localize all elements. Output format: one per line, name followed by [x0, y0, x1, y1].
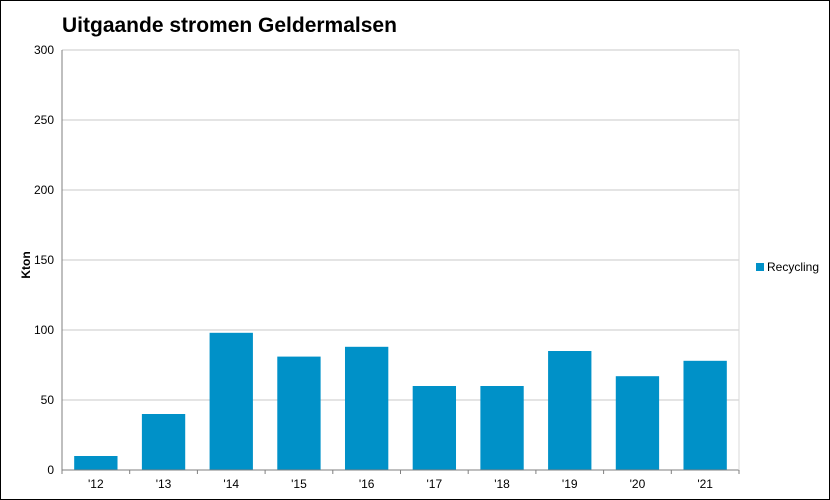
- x-tick-labels: '12 '13 '14 '15 '16 '17 '18 '19 '20 '21: [88, 477, 713, 491]
- bar: [548, 351, 592, 470]
- bar: [344, 346, 389, 470]
- y-tick-label: 250: [34, 113, 54, 127]
- y-tick-label: 300: [34, 43, 54, 57]
- x-tick-label: '21: [697, 477, 713, 491]
- legend: Recycling: [756, 260, 819, 274]
- legend-label-recycling: Recycling: [767, 260, 819, 274]
- y-axis-label: Kton: [19, 251, 33, 278]
- x-tick-label: '13: [156, 477, 172, 491]
- x-tick-label: '20: [630, 477, 646, 491]
- legend-swatch: [756, 263, 764, 271]
- bar: [209, 332, 253, 470]
- bar: [74, 456, 118, 470]
- y-tick-label: 150: [34, 253, 54, 267]
- y-tick-labels: 0 50 100 150 200 250 300: [34, 43, 54, 477]
- axes: [61, 50, 740, 474]
- bar: [141, 414, 186, 470]
- gridlines: [62, 49, 739, 401]
- bar: [683, 360, 727, 470]
- x-tick-label: '15: [291, 477, 307, 491]
- x-tick-label: '12: [88, 477, 104, 491]
- y-tick-label: 100: [34, 323, 54, 337]
- y-tick-label: 50: [41, 393, 55, 407]
- y-tick-label: 0: [47, 463, 54, 477]
- bar: [412, 386, 457, 470]
- bar: [277, 356, 321, 470]
- bar-series: [74, 332, 727, 470]
- y-tick-label: 200: [34, 183, 54, 197]
- x-tick-label: '18: [494, 477, 510, 491]
- x-tick-label: '14: [223, 477, 239, 491]
- x-tick-label: '17: [427, 477, 443, 491]
- x-tick-label: '16: [359, 477, 375, 491]
- x-tick-label: '19: [562, 477, 578, 491]
- bar: [480, 386, 524, 470]
- bar: [615, 376, 660, 470]
- chart-title: Uitgaande stromen Geldermalsen: [62, 14, 397, 37]
